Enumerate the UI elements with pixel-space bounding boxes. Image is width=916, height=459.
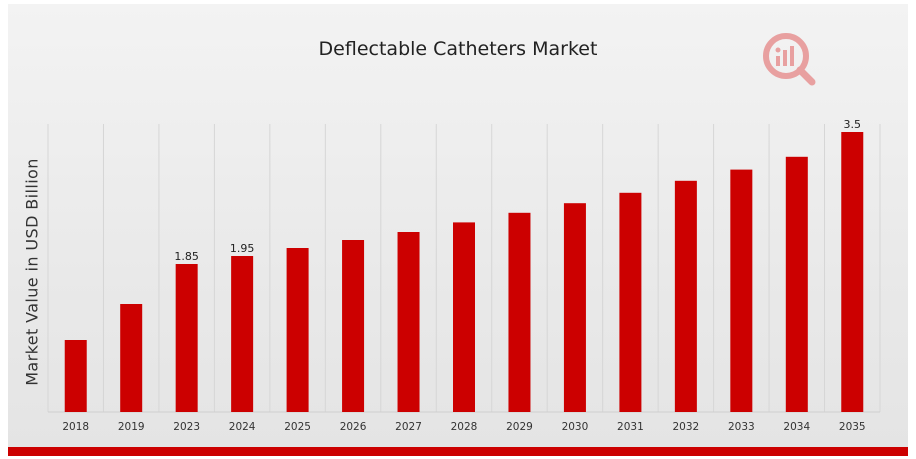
data-label-2023: 1.85 — [174, 250, 199, 263]
bar-2026 — [342, 240, 365, 412]
bar-2018 — [64, 340, 87, 412]
bar-2032 — [674, 180, 697, 412]
bar-2030 — [563, 203, 586, 412]
x-tick-label-2035: 2035 — [839, 421, 866, 433]
x-tick-label-2029: 2029 — [506, 421, 533, 433]
data-label-2024: 1.95 — [230, 242, 255, 255]
x-tick-label-2034: 2034 — [783, 421, 810, 433]
bar-2034 — [785, 156, 808, 412]
bar-2024 — [231, 256, 254, 412]
x-tick-label-2031: 2031 — [617, 421, 644, 433]
x-tick-label-2025: 2025 — [284, 421, 311, 433]
bar-2035 — [841, 132, 864, 412]
bar-2029 — [508, 212, 531, 412]
x-tick-label-2030: 2030 — [562, 421, 589, 433]
bar-2023 — [175, 264, 198, 412]
chart-frame: Deflectable Catheters Market Market Valu… — [8, 4, 908, 456]
x-tick-label-2023: 2023 — [173, 421, 200, 433]
brand-logo-icon — [763, 33, 816, 86]
bar-chart: 2018 2019 2023 2024 2025 2026 2027 2028 2029 2030… — [47, 118, 881, 433]
x-tick-label-2019: 2019 — [118, 421, 145, 433]
bar-2025 — [286, 248, 309, 412]
bar-2027 — [397, 232, 420, 412]
x-tick-label-2026: 2026 — [340, 421, 367, 433]
x-tick-label-2033: 2033 — [728, 421, 755, 433]
bottom-accent-bar — [8, 447, 908, 456]
bar-2028 — [453, 222, 475, 412]
chart-title: Deflectable Catheters Market — [318, 38, 598, 60]
x-tick-label-2027: 2027 — [395, 421, 422, 433]
data-label-2035: 3.5 — [844, 118, 862, 131]
x-tick-label-2032: 2032 — [672, 421, 699, 433]
bar-2033 — [730, 169, 753, 412]
bar-2031 — [619, 192, 642, 412]
x-tick-label-2018: 2018 — [62, 421, 89, 433]
x-tick-label-2028: 2028 — [451, 421, 478, 433]
bar-2019 — [120, 304, 143, 412]
x-tick-label-2024: 2024 — [229, 421, 256, 433]
